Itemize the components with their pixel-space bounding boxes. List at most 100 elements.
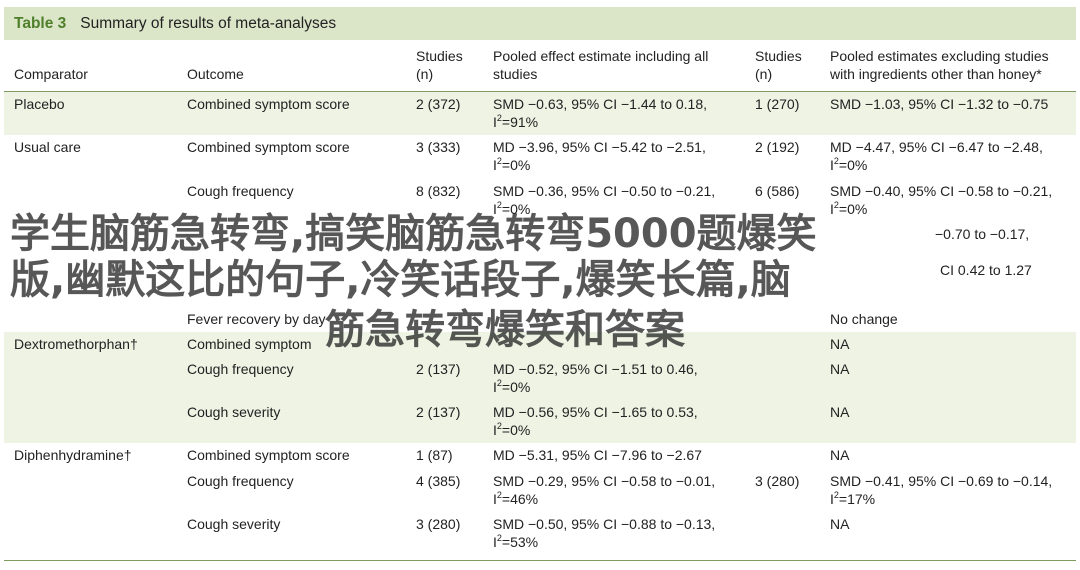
pooled-estimate-excl-cell: NA [830, 404, 850, 420]
pooled-estimate-cell: MD −0.56, 95% CI −1.65 to 0.53, [493, 404, 698, 420]
superscript-two: 2 [496, 113, 502, 123]
outcome-cell: Cough severity [187, 516, 281, 532]
row-group-2 [4, 135, 1076, 332]
header-studies-excl-n: (n) [755, 66, 773, 82]
i-squared-value: =53% [501, 534, 539, 550]
i-squared-value: =0% [501, 379, 531, 395]
superscript-two: 2 [496, 200, 502, 210]
i-squared-cell: I2=53% [493, 533, 538, 551]
studies-cell: 1 (87) [416, 447, 453, 463]
i-squared-cell: I2=0% [493, 156, 530, 174]
pooled-estimate-excl-cell: SMD −1.03, 95% CI −1.32 to −0.75 [830, 96, 1049, 112]
pooled-estimate-cell: MD −5.31, 95% CI −7.96 to −2.67 [493, 447, 702, 463]
comparator-cell: Usual care [14, 139, 81, 155]
i-squared-symbol: I [830, 491, 834, 507]
outcome-cell: Cough severity [187, 404, 281, 420]
superscript-two: 2 [496, 533, 502, 543]
comparator-cell: Dextromethorphan† [14, 336, 138, 352]
studies-excl-cell: 3 (280) [755, 473, 800, 489]
i-squared-value: =91% [501, 114, 539, 130]
header-studies-excl: Studies [755, 48, 802, 64]
pooled-estimate-excl-cell: SMD −0.41, 95% CI −0.69 to −0.14, [830, 473, 1053, 489]
pooled-estimate-excl-cell: NA [830, 336, 850, 352]
i-squared-excl-cell: I2=17% [830, 490, 875, 508]
meta-analysis-table: Table 3 Summary of results of meta-analy… [4, 7, 1076, 567]
pooled-estimate-excl-cell: No change [830, 311, 898, 327]
pooled-estimate-excl-cell: NA [830, 361, 850, 377]
header-outcome: Outcome [187, 66, 244, 82]
pooled-estimate-excl-cell: NA [830, 447, 850, 463]
studies-cell: 2 (372) [416, 96, 461, 112]
pooled-estimate-excl-cell: CI 0.42 to 1.27 [940, 262, 1032, 278]
row-group-3 [4, 332, 1076, 443]
i-squared-symbol: I [493, 379, 497, 395]
superscript-two: 2 [833, 200, 839, 210]
header-pooled-excl-2: with ingredients other than honey* [830, 66, 1042, 82]
i-squared-value: =0% [501, 157, 531, 173]
i-squared-symbol: I [493, 114, 497, 130]
i-squared-value: =0% [838, 201, 868, 217]
i-squared-value: =0% [501, 201, 531, 217]
i-squared-symbol: I [493, 422, 497, 438]
superscript-two: 2 [833, 156, 839, 166]
pooled-estimate-cell: SMD −0.29, 95% CI −0.58 to −0.01, [493, 473, 716, 489]
pooled-estimate-excl-cell: NA [830, 516, 850, 532]
i-squared-excl-cell: I2=0% [830, 156, 867, 174]
i-squared-symbol: I [493, 491, 497, 507]
header-studies: Studies [416, 48, 463, 64]
i-squared-cell: I2=0% [493, 200, 530, 218]
studies-cell: 3 (333) [416, 139, 461, 155]
header-studies-n: (n) [416, 66, 434, 82]
comparator-cell: Diphenhydramine† [14, 447, 132, 463]
outcome-cell: Combined symptom score [187, 96, 350, 112]
pooled-estimate-excl-cell: SMD −0.40, 95% CI −0.58 to −0.21, [830, 183, 1053, 199]
superscript-two: 2 [496, 421, 502, 431]
i-squared-excl-cell: I2=0% [830, 200, 867, 218]
i-squared-cell: I2=0% [493, 378, 530, 396]
i-squared-cell: I2=0% [493, 421, 530, 439]
pooled-estimate-excl-cell: −0.70 to −0.17, [935, 226, 1030, 242]
header-pooled-all: Pooled effect estimate including all [493, 48, 709, 64]
outcome-cell: Combined symptom score [187, 139, 350, 155]
table-caption: Summary of results of meta-analyses [80, 14, 337, 32]
table-header: Comparator Outcome Studies (n) Pooled ef… [4, 40, 1076, 92]
studies-cell: 2 (137) [416, 361, 461, 377]
studies-excl-cell: 1 (270) [755, 96, 800, 112]
outcome-cell: Cough frequency [187, 183, 294, 199]
studies-cell: 3 (280) [416, 516, 461, 532]
i-squared-symbol: I [493, 534, 497, 550]
row-group-1 [4, 92, 1076, 135]
superscript-two: 2 [496, 490, 502, 500]
i-squared-cell: I2=46% [493, 490, 538, 508]
i-squared-symbol: I [830, 201, 834, 217]
comparator-cell: Placebo [14, 96, 65, 112]
i-squared-value: =46% [501, 491, 539, 507]
i-squared-value: =0% [838, 157, 868, 173]
outcome-cell: Cough frequency [187, 361, 294, 377]
pooled-estimate-cell: MD −0.52, 95% CI −1.51 to 0.46, [493, 361, 698, 377]
pooled-estimate-cell: SMD −0.50, 95% CI −0.88 to −0.13, [493, 516, 716, 532]
i-squared-value: =17% [838, 491, 876, 507]
table-title-bar: Table 3 Summary of results of meta-analy… [4, 7, 1076, 40]
i-squared-value: =0% [501, 422, 531, 438]
outcome-cell: Combined symptom [187, 336, 312, 352]
studies-excl-cell: 2 (192) [755, 139, 800, 155]
header-pooled-excl: Pooled estimates excluding studies [830, 48, 1049, 64]
superscript-two: 2 [496, 156, 502, 166]
studies-cell: 8 (832) [416, 183, 461, 199]
studies-excl-cell: 6 (586) [755, 183, 800, 199]
outcome-cell: Cough frequency [187, 473, 294, 489]
outcome-cell: Fever recovery by day [187, 311, 326, 327]
outcome-cell: Combined symptom score [187, 447, 350, 463]
superscript-two: 2 [496, 378, 502, 388]
superscript-two: 2 [833, 490, 839, 500]
studies-cell: 2 (137) [416, 404, 461, 420]
studies-cell: 4 (385) [416, 473, 461, 489]
i-squared-cell: I2=91% [493, 113, 538, 131]
table-bottom-rule [4, 560, 1076, 561]
pooled-estimate-excl-cell: MD −4.47, 95% CI −6.47 to −2.48, [830, 139, 1043, 155]
header-pooled-all-2: studies [493, 66, 538, 82]
pooled-estimate-cell: SMD −0.63, 95% CI −1.44 to 0.18, [493, 96, 708, 112]
i-squared-symbol: I [493, 201, 497, 217]
table-number: Table 3 [14, 14, 67, 32]
